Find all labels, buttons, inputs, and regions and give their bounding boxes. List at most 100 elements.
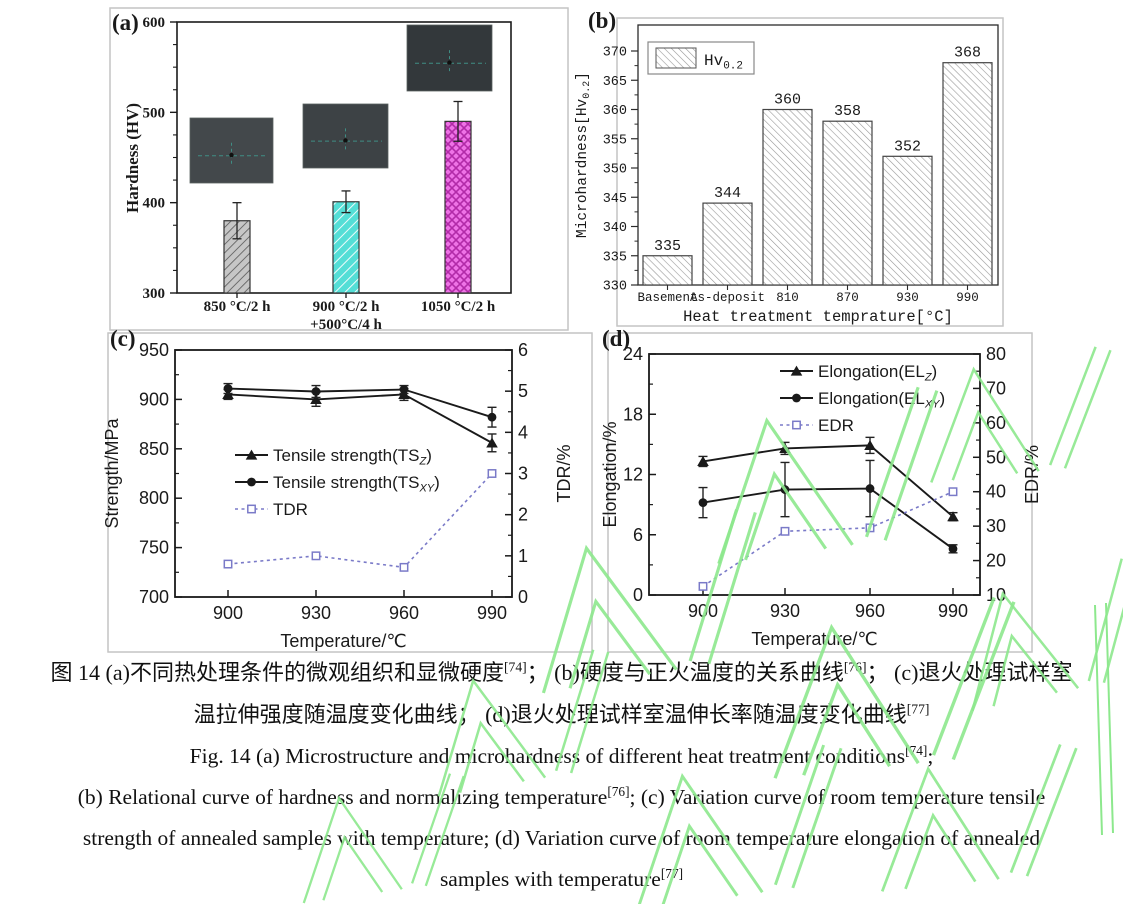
svg-text:Elongation(ELXY): Elongation(ELXY) [818,389,945,411]
svg-text:850 °C/2 h: 850 °C/2 h [204,299,271,315]
svg-text:Temperature/℃: Temperature/℃ [751,629,877,649]
svg-text:4: 4 [518,422,528,442]
svg-text:TDR/%: TDR/% [554,445,574,503]
svg-text:Elongation(ELZ): Elongation(ELZ) [818,362,937,384]
svg-text:352: 352 [894,138,921,155]
caption-en-line1: Fig. 14 (a) Microstructure and microhard… [189,742,934,768]
legend: Elongation(ELZ) Elongation(ELXY) EDR [780,362,945,435]
svg-text:Strength/MPa: Strength/MPa [102,417,122,528]
svg-text:EDR/%: EDR/% [1022,445,1042,504]
svg-text:600: 600 [143,15,166,31]
caption-zh-line1: 图 14 (a)不同热处理条件的微观组织和显微硬度[74]； (b)硬度与正火温… [50,659,1073,685]
svg-text:6: 6 [518,340,528,360]
svg-text:2: 2 [518,505,528,525]
caption-en-line4: samples with temperature[77] [439,865,684,891]
svg-text:360: 360 [603,104,627,119]
panel-c-plot: 700 750 800 850 900 950 0 1 2 3 4 5 6 900 930 960 990 Tem… [102,340,574,651]
svg-text:10: 10 [986,585,1006,605]
figure-caption: 图 14 (a)不同热处理条件的微观组织和显微硬度[74]； (b)硬度与正火温… [0,652,1123,900]
svg-text:Elongation/%: Elongation/% [600,421,620,527]
micrograph-insets [189,24,493,184]
svg-text:18: 18 [623,404,643,424]
svg-text:990: 990 [938,601,968,621]
panel-b-plot: 330 335 340 345 350 355 360 365 370 Microhardness… [575,24,999,326]
bars-group: 335 344 360 358 352 368 [642,45,993,286]
caption-en-line3: strength of annealed samples with temper… [82,826,1041,850]
svg-text:340: 340 [603,221,627,236]
svg-text:6: 6 [633,525,643,545]
svg-text:0: 0 [518,587,528,607]
caption-zh-line2: 温拉伸强度随温度变化曲线； (d)退火处理试样室温伸长率随温度变化曲线[77] [193,701,930,727]
svg-text:300: 300 [143,286,166,302]
svg-text:370: 370 [603,46,627,61]
svg-text:800: 800 [139,488,169,508]
svg-text:TDR: TDR [273,500,308,519]
svg-text:50: 50 [986,447,1006,467]
svg-text:Hv0.2: Hv0.2 [704,52,743,73]
svg-text:850: 850 [139,439,169,459]
series-group [697,436,959,591]
svg-text:Basement: Basement [637,291,697,305]
caption-en-line2: (b) Relational curve of hardness and nor… [77,783,1046,809]
svg-text:930: 930 [896,291,919,305]
svg-text:330: 330 [603,280,627,295]
svg-text:335: 335 [654,238,681,255]
svg-text:40: 40 [986,482,1006,502]
legend: Hv0.2 [647,41,755,75]
svg-text:(a): (a) [112,10,139,35]
svg-text:344: 344 [714,185,741,202]
svg-text:750: 750 [139,538,169,558]
svg-text:5: 5 [518,381,528,401]
svg-text:810: 810 [776,291,799,305]
svg-text:(d): (d) [602,326,630,351]
svg-text:Hardness (HV): Hardness (HV) [123,103,142,213]
panel-b-microhardness-bar-chart: 330 335 340 345 350 355 360 365 370 Microhardness… [575,8,1004,327]
svg-text:Tensile strength(TSXY): Tensile strength(TSXY) [273,473,440,495]
svg-text:Tensile strength(TSZ): Tensile strength(TSZ) [273,446,432,468]
svg-text:1: 1 [518,546,528,566]
svg-text:870: 870 [836,291,859,305]
svg-text:930: 930 [770,601,800,621]
svg-text:(b): (b) [588,8,616,33]
svg-text:12: 12 [623,465,643,485]
svg-text:60: 60 [986,413,1006,433]
svg-text:30: 30 [986,516,1006,536]
svg-text:368: 368 [954,45,981,62]
x-category-labels: 850 °C/2 h 900 °C/2 h +500°C/4 h 1050 °C/2 … [204,299,496,333]
svg-text:Microhardness[Hv0.2]: Microhardness[Hv0.2] [575,72,593,238]
svg-text:950: 950 [139,340,169,360]
svg-text:3: 3 [518,464,528,484]
svg-text:0: 0 [633,585,643,605]
svg-text:358: 358 [834,103,861,120]
panel-d-elongation-line-chart: 0 6 12 18 24 10 20 30 40 50 60 70 80 900 930 960 990 Temp… [600,326,1042,653]
svg-text:Heat treatment temprature[°C]: Heat treatment temprature[°C] [683,308,953,326]
svg-text:500: 500 [143,105,166,121]
bars-group [223,100,472,294]
svg-text:365: 365 [603,75,627,90]
svg-text:+500°C/4 h: +500°C/4 h [310,317,382,333]
svg-text:EDR: EDR [818,416,854,435]
svg-text:900: 900 [139,389,169,409]
panel-a-plot: 300 400 500 600 Hardness (HV) 850 °C/2 h 900 °… [123,15,512,333]
panel-c-tensile-strength-line-chart: 700 750 800 850 900 950 0 1 2 3 4 5 6 900 930 960 990 Tem… [102,326,593,653]
svg-text:400: 400 [143,196,166,212]
svg-text:360: 360 [774,92,801,109]
svg-text:960: 960 [389,603,419,623]
panel-d-plot: 0 6 12 18 24 10 20 30 40 50 60 70 80 900 930 960 990 Temp… [600,344,1042,649]
svg-text:20: 20 [986,551,1006,571]
svg-text:70: 70 [986,378,1006,398]
svg-text:Temperature/℃: Temperature/℃ [280,631,406,651]
svg-text:900 °C/2 h: 900 °C/2 h [313,299,380,315]
svg-text:335: 335 [603,250,627,265]
svg-text:345: 345 [603,192,627,207]
svg-text:24: 24 [623,344,643,364]
svg-text:900: 900 [213,603,243,623]
panel-a-hardness-bar-chart: 300 400 500 600 Hardness (HV) 850 °C/2 h 900 °… [109,7,569,333]
svg-text:1050 °C/2 h: 1050 °C/2 h [421,299,496,315]
svg-text:700: 700 [139,587,169,607]
svg-text:80: 80 [986,344,1006,364]
legend: Tensile strength(TSZ) Tensile strength(TS… [235,446,440,519]
svg-text:(c): (c) [110,326,136,351]
series-group [222,382,498,572]
